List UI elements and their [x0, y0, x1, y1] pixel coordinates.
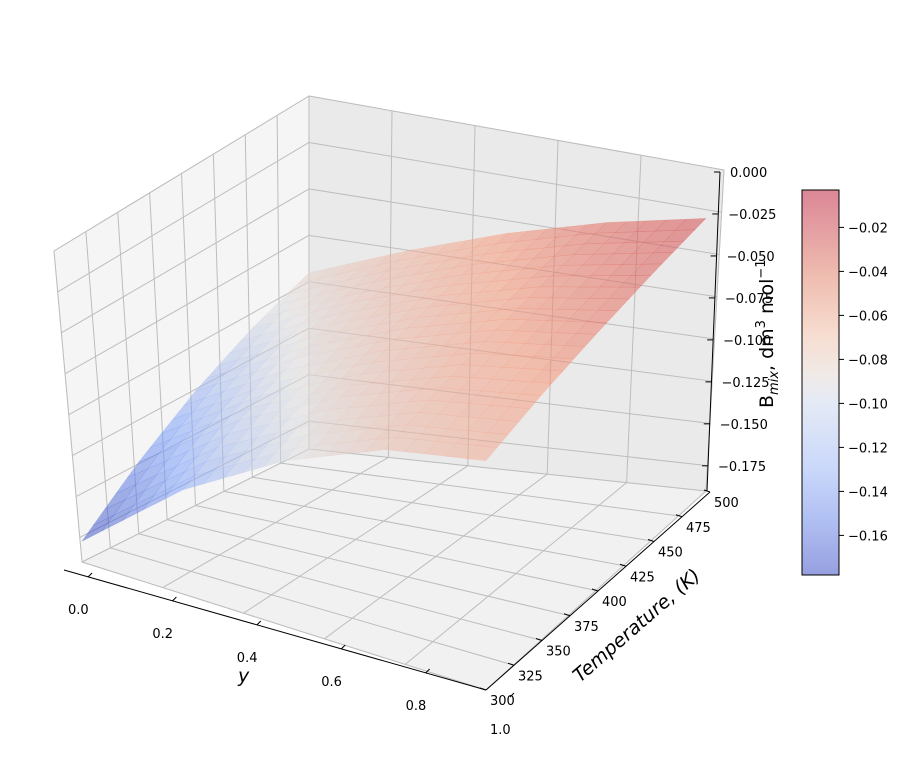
x-tick-label: 0.4 [237, 651, 258, 666]
z-label-mol: mol [756, 279, 778, 320]
z-tick-label: −0.075 [725, 292, 773, 307]
x-tick-mark [256, 620, 262, 626]
x-tick-label: 0.6 [321, 675, 342, 690]
x-tick-label: 1.0 [490, 723, 511, 738]
surface-facet [336, 258, 370, 275]
z-tick-label: −0.100 [723, 334, 771, 349]
x-axis-line [63, 569, 487, 691]
grid-x-back [626, 155, 642, 483]
grid-z-left [61, 188, 310, 334]
grid-z-back [308, 141, 722, 213]
z-label-sup3: 3 [754, 320, 769, 328]
grid-y-left [53, 250, 83, 563]
x-tick-label: 0.2 [152, 627, 173, 642]
grid-y-floor [81, 561, 487, 691]
grid-z-left [57, 142, 310, 293]
surface-facet [316, 263, 350, 280]
y-tick-label: 350 [546, 645, 571, 660]
surface-facet [376, 250, 410, 266]
y-tick-label: 325 [518, 669, 543, 684]
z-tick-label: −0.050 [727, 250, 775, 265]
surface-facet [575, 222, 608, 236]
z-label-unit: , dm [756, 328, 778, 371]
x-tick-mark [425, 668, 430, 674]
grid-y-floor [280, 462, 679, 517]
z-tick-label: −0.175 [718, 460, 766, 475]
x-axis-label: y [237, 665, 250, 687]
z-tick-label: −0.125 [721, 376, 769, 391]
y-tick-label: 475 [686, 521, 711, 536]
y-tick-label: 375 [574, 620, 599, 635]
colorbar-ticks: −0.02 −0.04 −0.06 −0.08 −0.10 −0.12 −0.14 −0.16 [839, 221, 888, 544]
y-tick-mark [703, 489, 711, 493]
colorbar-tick-label: −0.12 [848, 441, 888, 456]
y-tick-label: 500 [714, 496, 739, 511]
y-tick-mark [563, 613, 571, 617]
surface-facet [396, 246, 429, 262]
y-tick-label: 425 [630, 570, 655, 585]
grid-z-left [68, 281, 310, 416]
colorbar-tick-label: −0.08 [848, 353, 888, 368]
y-tick-mark [479, 687, 487, 691]
colorbar-tick-label: −0.04 [848, 265, 888, 280]
colorbar-tick-label: −0.14 [848, 485, 888, 500]
z-axis-label: Bmix, dm3 mol−1 [754, 259, 782, 408]
grid-y-floor [195, 505, 597, 591]
colorbar-tick-label: −0.16 [848, 529, 888, 544]
z-label-sub: mix [767, 371, 782, 395]
grid-y-floor [252, 476, 652, 542]
x-tick-mark [87, 572, 93, 578]
z-axis-line [706, 171, 721, 492]
z-tick-label: −0.150 [720, 418, 768, 433]
x-tick-mark [340, 644, 346, 650]
grid-y-floor [167, 519, 569, 616]
surface-facet [296, 267, 330, 285]
y-tick-label: 400 [602, 595, 627, 610]
z-tick-label: 0.000 [730, 166, 767, 181]
z-axis-ticks: 0.000 −0.025 −0.050 −0.075 −0.100 −0.125 −0.15… [702, 166, 776, 475]
x-tick-mark [172, 596, 177, 602]
z-label-main: B [756, 395, 778, 408]
x-tick-mark [509, 692, 515, 698]
y-tick-mark [619, 563, 627, 567]
x-axis-ticks: 0.0 0.2 0.4 0.6 0.8 1.0 [68, 572, 515, 738]
colorbar-tick-label: −0.06 [848, 309, 888, 324]
grid-z-back [308, 95, 725, 171]
grid-y-left [85, 231, 111, 548]
colorbar-tick-label: −0.02 [848, 221, 888, 236]
colorbar [801, 189, 840, 576]
y-tick-label: 450 [658, 546, 683, 561]
z-label-supm1: −1 [754, 259, 769, 278]
grid-y-floor [308, 448, 707, 492]
surface-mesh [81, 218, 707, 542]
y-tick-mark [647, 539, 655, 542]
grid-y-floor [110, 547, 514, 666]
colorbar-tick-label: −0.10 [848, 397, 888, 412]
grid-z-left [64, 234, 310, 375]
y-tick-mark [675, 514, 683, 518]
grid-y-floor [223, 490, 624, 567]
y-tick-mark [507, 662, 515, 666]
z-tick-label: −0.025 [728, 208, 776, 223]
y-tick-label: 300 [490, 694, 515, 709]
grid-y-floor [138, 533, 542, 641]
surface-facet [416, 243, 449, 258]
x-tick-label: 0.8 [406, 699, 427, 714]
x-tick-label: 0.0 [68, 603, 89, 618]
grid-z-left [53, 95, 310, 252]
y-tick-mark [591, 588, 599, 592]
y-tick-mark [535, 638, 543, 641]
